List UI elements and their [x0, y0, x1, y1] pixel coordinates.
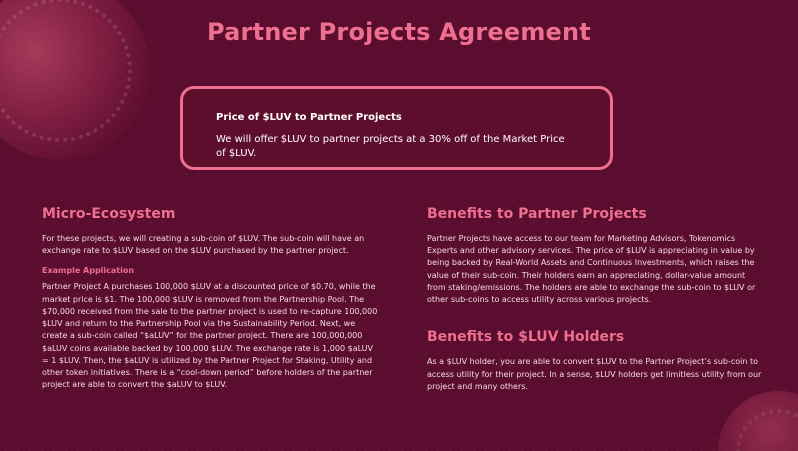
benefits-section: Benefits to Partner Projects Partner Pro…: [427, 206, 765, 393]
example-application-heading: Example Application: [42, 266, 135, 276]
benefits-partner-body: Partner Projects have access to our team…: [427, 234, 756, 305]
micro-ecosystem-intro: For these projects, we will creating a s…: [42, 234, 365, 256]
page-title: Partner Projects Agreement: [207, 18, 591, 46]
benefits-holders-heading: Benefits to $LUV Holders: [427, 329, 625, 346]
section-spacer: [427, 306, 765, 329]
callout-body: We will offer $LUV to partner projects a…: [216, 134, 565, 159]
callout-title: Price of $LUV to Partner Projects: [216, 112, 402, 123]
micro-ecosystem-section: Micro-Ecosystem For these projects, we w…: [42, 206, 382, 392]
micro-ecosystem-heading: Micro-Ecosystem: [42, 206, 176, 222]
price-callout: Price of $LUV to Partner Projects We wil…: [180, 86, 613, 170]
benefits-holders-body: As a $LUV holder, you are able to conver…: [427, 357, 762, 391]
example-application-body: Partner Project A purchases 100,000 $LUV…: [42, 282, 378, 390]
benefits-partner-heading: Benefits to Partner Projects: [427, 206, 647, 222]
